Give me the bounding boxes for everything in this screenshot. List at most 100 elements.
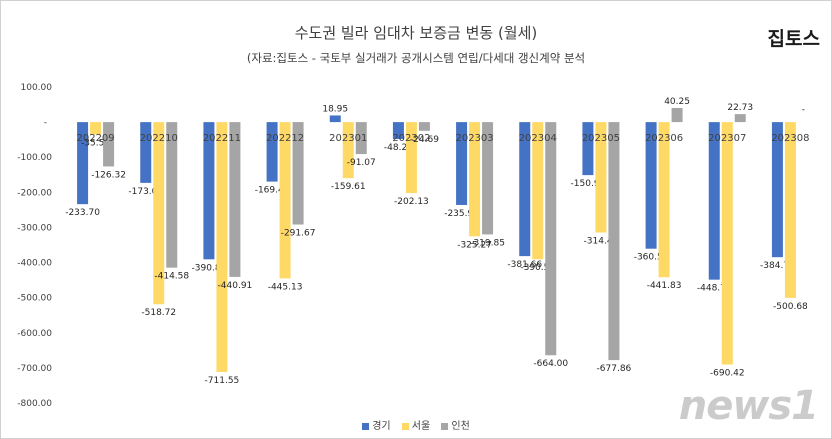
data-label: -202.13	[394, 197, 429, 207]
bar-서울	[595, 122, 607, 233]
bar-경기	[203, 122, 215, 260]
data-label: -381.66	[507, 260, 542, 270]
data-label: -314.46	[584, 237, 619, 247]
y-tick-label: -300.00	[17, 223, 52, 233]
bar-경기	[266, 122, 278, 182]
bar-인천	[734, 114, 746, 123]
data-label: -711.55	[205, 376, 240, 386]
bar-인천	[292, 122, 304, 225]
data-label: -325.27	[457, 240, 492, 250]
legend-item-seoul: 서울	[401, 417, 431, 432]
x-category-label: 202303	[455, 133, 493, 144]
x-category-label: 202305	[582, 133, 620, 144]
data-label: 40.25	[664, 97, 690, 107]
legend-item-gyeonggi: 경기	[362, 417, 391, 432]
data-label: -677.86	[597, 364, 632, 374]
bar-서울	[405, 122, 417, 194]
y-tick-label: -600.00	[17, 329, 52, 339]
bar-경기	[140, 122, 152, 183]
data-label: -235.98	[444, 209, 479, 219]
legend-swatch	[362, 422, 370, 430]
bar-경기	[645, 122, 657, 249]
y-tick-label: -800.00	[17, 399, 52, 409]
data-label: -291.67	[281, 229, 316, 239]
data-label: -441.83	[647, 281, 682, 291]
bar-경기	[329, 115, 341, 123]
bar-인천	[608, 122, 620, 361]
x-category-label: 202301	[329, 133, 367, 144]
legend-label: 경기	[372, 421, 391, 432]
data-label: -173.03	[128, 187, 163, 197]
data-label: -233.70	[65, 208, 100, 218]
y-tick-label: -200.00	[17, 188, 52, 198]
x-category-label: 202307	[708, 133, 746, 144]
chart-subtitle: (자료:집토스 - 국토부 실거래가 공개시스템 연립/다세대 갱신계약 분석	[246, 51, 586, 65]
y-tick-label: -	[44, 118, 47, 128]
brand-logo: 집토스	[767, 28, 820, 50]
legend-swatch	[441, 422, 449, 430]
data-label: -	[802, 105, 805, 115]
y-tick-label: -500.00	[17, 294, 52, 304]
bar-서울	[784, 122, 796, 298]
data-label: -448.71	[697, 284, 732, 294]
bar-서울	[342, 122, 354, 179]
data-label: -440.91	[218, 281, 253, 291]
bar-인천	[482, 122, 494, 235]
bar-서울	[153, 122, 165, 305]
data-label: -384.71	[760, 261, 795, 271]
legend: 경기 서울 인천	[0, 417, 832, 432]
bar-인천	[418, 122, 430, 131]
data-label: 22.73	[727, 103, 753, 113]
bar-경기	[708, 122, 720, 280]
x-category-label: 202209	[76, 133, 114, 144]
news1-watermark: news1	[678, 383, 819, 429]
data-label: -150.98	[571, 179, 606, 189]
legend-label: 인천	[451, 421, 470, 432]
bar-서울	[721, 122, 733, 365]
bar-경기	[392, 122, 404, 140]
data-label: -390.52	[520, 263, 555, 273]
x-category-label: 202212	[266, 133, 304, 144]
legend-swatch	[401, 422, 409, 430]
data-label: -414.58	[154, 272, 189, 282]
legend-item-incheon: 인천	[441, 417, 470, 432]
x-category-label: 202306	[645, 133, 683, 144]
legend-label: 서울	[411, 421, 431, 432]
data-label: -91.07	[347, 158, 376, 168]
bar-서울	[532, 122, 544, 260]
bar-인천	[671, 107, 683, 123]
bar-인천	[545, 122, 557, 356]
bar-인천	[355, 122, 367, 155]
data-label: -664.00	[533, 359, 568, 369]
data-label: -169.40	[255, 186, 290, 196]
y-tick-label: 100.00	[21, 83, 53, 93]
x-category-label: 202210	[140, 133, 178, 144]
data-label: -518.72	[141, 308, 176, 318]
bar-인천	[103, 122, 115, 167]
data-label: -445.13	[268, 282, 303, 292]
x-category-label: 202302	[392, 133, 430, 144]
bar-서울	[216, 122, 228, 372]
data-label: -690.42	[710, 369, 745, 379]
data-label: -319.85	[470, 238, 505, 248]
data-label: -35.50	[81, 139, 110, 149]
x-category-label: 202304	[519, 133, 557, 144]
data-label: -500.68	[773, 302, 808, 312]
bar-경기	[456, 122, 468, 205]
x-category-label: 202308	[771, 133, 809, 144]
y-tick-label: -100.00	[17, 153, 52, 163]
bar-인천	[229, 122, 241, 277]
data-label: -360.55	[634, 253, 669, 263]
bar-경기	[582, 122, 594, 176]
bar-서울	[469, 122, 481, 237]
y-tick-label: -700.00	[17, 364, 52, 374]
data-label: -390.80	[192, 263, 227, 273]
x-category-label: 202211	[203, 133, 241, 144]
bar-서울	[279, 122, 291, 279]
data-label: -126.32	[91, 170, 126, 180]
bar-서울	[90, 122, 102, 135]
bar-경기	[771, 122, 783, 258]
data-label: 18.95	[322, 104, 348, 114]
chart-title: 수도권 빌라 임대차 보증금 변동 (월세)	[294, 24, 538, 42]
